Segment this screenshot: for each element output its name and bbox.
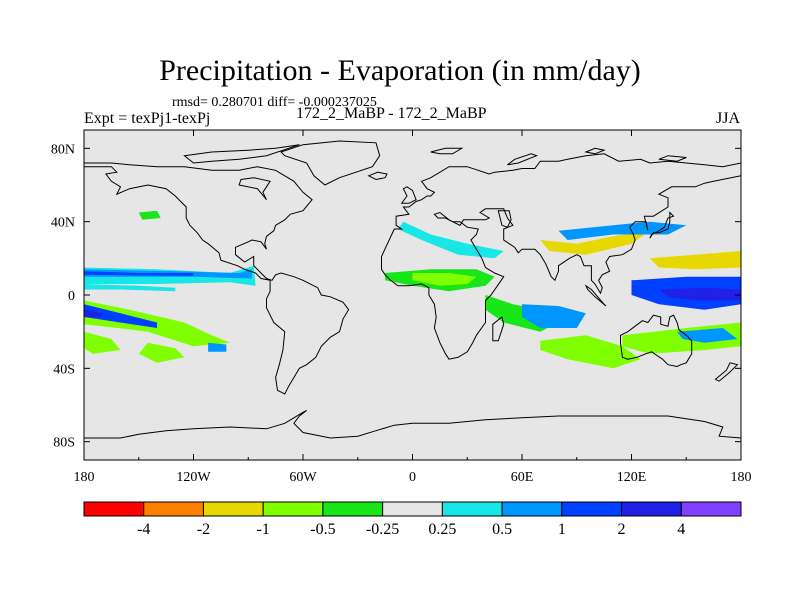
colorbar-label: -2 <box>197 521 210 538</box>
case-label: 172_2_MaBP - 172_2_MaBP <box>296 105 487 122</box>
coastline-greenland <box>280 140 381 186</box>
coastline-caspian <box>497 210 512 228</box>
colorbar-swatch <box>262 501 324 517</box>
region-asia-monsoon-dry <box>540 230 650 255</box>
x-tick-label: 60E <box>511 470 534 485</box>
colorbar-swatch <box>561 501 623 517</box>
x-tick-label: 0 <box>409 470 416 485</box>
coastline-arctic-islands <box>183 144 300 164</box>
region-africa-itcz-core <box>412 273 477 286</box>
y-tick-label: 40N <box>51 216 75 231</box>
season-label: JJA <box>716 110 741 127</box>
x-tick-label: 180 <box>731 470 752 485</box>
coastline-uk <box>400 186 417 204</box>
colorbar-label: -1 <box>257 521 270 538</box>
y-tick-label: 40S <box>53 362 75 377</box>
stats-text: rmsd= 0.280701 diff= -0.000237025 <box>172 95 377 110</box>
region-south-pacific-wet <box>677 328 738 343</box>
region-pacific-subtrop-south-peak <box>84 309 103 317</box>
coastline-hudson-bay <box>238 177 271 201</box>
experiment-label: Expt = texPj1-texPj <box>84 110 211 127</box>
coastline-new-zealand <box>714 362 739 382</box>
colorbar-swatch <box>322 501 384 517</box>
x-tick-label: 180 <box>74 470 95 485</box>
region-north-pacific-spot <box>138 210 161 220</box>
coastline-afro-eurasia <box>381 153 741 360</box>
region-pacific-south-band <box>84 331 121 354</box>
region-indian-ocean-wet <box>522 304 586 328</box>
coastline-japan <box>649 211 675 239</box>
y-axis: 80N 40N 0 40S 80S <box>51 142 741 451</box>
x-tick-label: 120E <box>617 470 647 485</box>
colorbar-label: 0.5 <box>492 521 512 538</box>
y-tick-label: 80N <box>51 142 75 157</box>
region-west-pacific-peak <box>658 287 741 301</box>
colorbar-swatch <box>441 501 503 517</box>
colorbar-label: -4 <box>137 521 150 538</box>
coastlines <box>84 140 741 460</box>
x-tick-label: 60W <box>289 470 317 485</box>
coastline-iceland <box>367 171 388 181</box>
colorbar-label: -0.25 <box>366 521 399 538</box>
colorbar-swatch <box>621 501 682 517</box>
coastline-australia <box>620 314 693 368</box>
colorbar-swatch <box>202 501 264 517</box>
colorbar-swatch <box>680 501 742 517</box>
colorbar-swatch <box>501 501 563 517</box>
region-europe-wet-band <box>397 221 504 259</box>
chart-title: Precipitation - Evaporation (in mm/day) <box>159 54 641 87</box>
x-tick-label: 120W <box>176 470 211 485</box>
colorbar-label: -0.5 <box>310 521 335 538</box>
region-pacific-itcz-north-peak <box>84 271 194 276</box>
region-pacific-subtrop-south-wet <box>84 304 157 328</box>
region-pacific-south-wet-spot <box>208 342 227 352</box>
region-asia-monsoon-wet <box>558 221 687 240</box>
region-south-indian-dry <box>540 335 641 369</box>
x-axis: 180 120W 60W 0 60E 120E 180 <box>74 130 752 485</box>
coastline-americas <box>84 162 350 395</box>
coastline-novaya-zemlya <box>507 153 539 166</box>
y-tick-label: 80S <box>53 436 75 451</box>
colorbar-label: 1 <box>558 521 566 538</box>
coastline-indonesia <box>584 284 607 307</box>
colorbar: -4 -2 -1 -0.5 -0.25 0.25 0.5 1 2 4 <box>83 501 742 538</box>
field-regions <box>84 210 741 369</box>
colorbar-label: 4 <box>677 521 685 538</box>
region-pacific-south-blob <box>138 342 185 363</box>
y-tick-label: 0 <box>68 289 75 304</box>
colorbar-label: 2 <box>618 521 626 538</box>
region-pacific-itcz-south <box>84 284 176 292</box>
region-north-west-pacific-dry <box>649 251 741 270</box>
colorbar-swatch <box>83 501 145 517</box>
colorbar-swatch <box>143 501 204 517</box>
coastline-severnaya-zemlya <box>584 147 606 155</box>
coastline-svalbard <box>430 147 464 155</box>
coastline-antarctica <box>84 410 741 460</box>
coastline-madagascar <box>492 316 505 342</box>
coastline-new-siberian-islands <box>658 155 687 162</box>
colorbar-label: 0.25 <box>428 521 456 538</box>
colorbar-swatch <box>382 501 443 517</box>
